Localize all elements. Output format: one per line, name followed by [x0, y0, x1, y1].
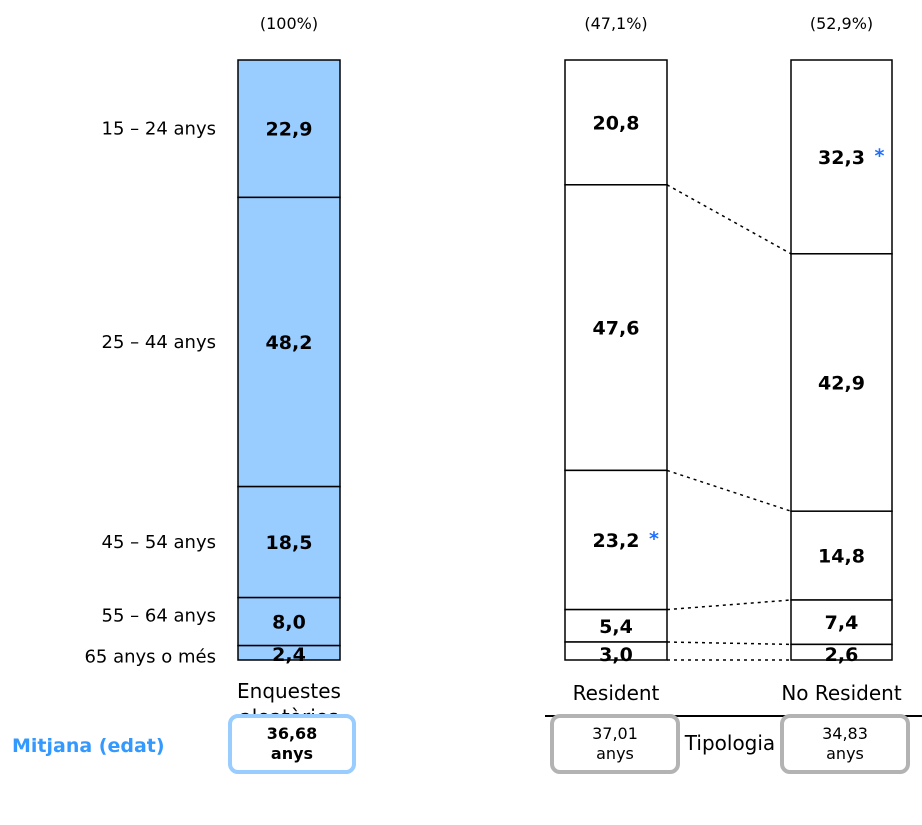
data-label: 23,2 [593, 530, 640, 552]
category-label: 15 – 24 anys [102, 119, 216, 140]
column-label: Enquestes [237, 679, 341, 703]
bar-segment [564, 641, 668, 661]
data-label: 22,9 [266, 119, 313, 141]
bar-segment [237, 596, 341, 647]
column-label: No Resident [781, 681, 902, 705]
bar-segment [790, 510, 893, 601]
data-label: 8,0 [272, 612, 306, 634]
data-label: 32,3 [818, 147, 865, 169]
data-label: 42,9 [818, 373, 865, 395]
category-label: 55 – 64 anys [102, 606, 216, 627]
connector-line [666, 641, 792, 646]
mean-unit: anys [596, 744, 634, 763]
data-label: 20,8 [593, 112, 640, 134]
bar-segment [237, 644, 341, 661]
data-label: 2,4 [272, 644, 306, 666]
mean-value: 36,68 [266, 724, 318, 743]
column-share-label: (100%) [260, 14, 318, 33]
mean-title: Mitjana (edat) [12, 735, 165, 757]
mean-unit: anys [826, 744, 864, 763]
data-label: 14,8 [818, 546, 865, 568]
column-label: Resident [573, 681, 660, 705]
mean-box-resident: 37,01 anys [550, 714, 680, 774]
data-label: 5,4 [599, 616, 633, 638]
mean-box-enquestes: 36,68 anys [228, 714, 356, 774]
mean-value: 34,83 [822, 724, 868, 743]
significance-marker: * [875, 145, 885, 167]
bar-segment [237, 485, 341, 599]
data-label: 2,6 [825, 644, 859, 666]
bar-segment [237, 59, 341, 199]
data-label: 48,2 [266, 332, 313, 354]
bar-segment [237, 196, 341, 488]
column-share-label: (52,9%) [810, 14, 873, 33]
category-label: 45 – 54 anys [102, 532, 216, 553]
mean-box-no-resident: 34,83 anys [780, 714, 910, 774]
data-label: 47,6 [593, 318, 640, 340]
column-share-label: (47,1%) [584, 14, 647, 33]
connector-line [666, 469, 792, 512]
bar-segment [790, 599, 893, 646]
bar-segment [790, 253, 893, 512]
data-label: 18,5 [266, 532, 313, 554]
data-label: 7,4 [825, 612, 859, 634]
data-label: 3,0 [599, 644, 633, 666]
category-label: 25 – 44 anys [102, 332, 216, 353]
category-label: 65 anys o més [84, 647, 216, 668]
bar-segment [564, 469, 668, 611]
mean-value: 37,01 [592, 724, 638, 743]
connector-line [666, 184, 792, 255]
mean-unit: anys [270, 744, 314, 763]
group-label: Tipologia [684, 731, 775, 755]
significance-marker: * [649, 528, 659, 550]
bar-segment [564, 608, 668, 643]
bar-segment [790, 643, 893, 661]
connector-line [666, 599, 792, 611]
